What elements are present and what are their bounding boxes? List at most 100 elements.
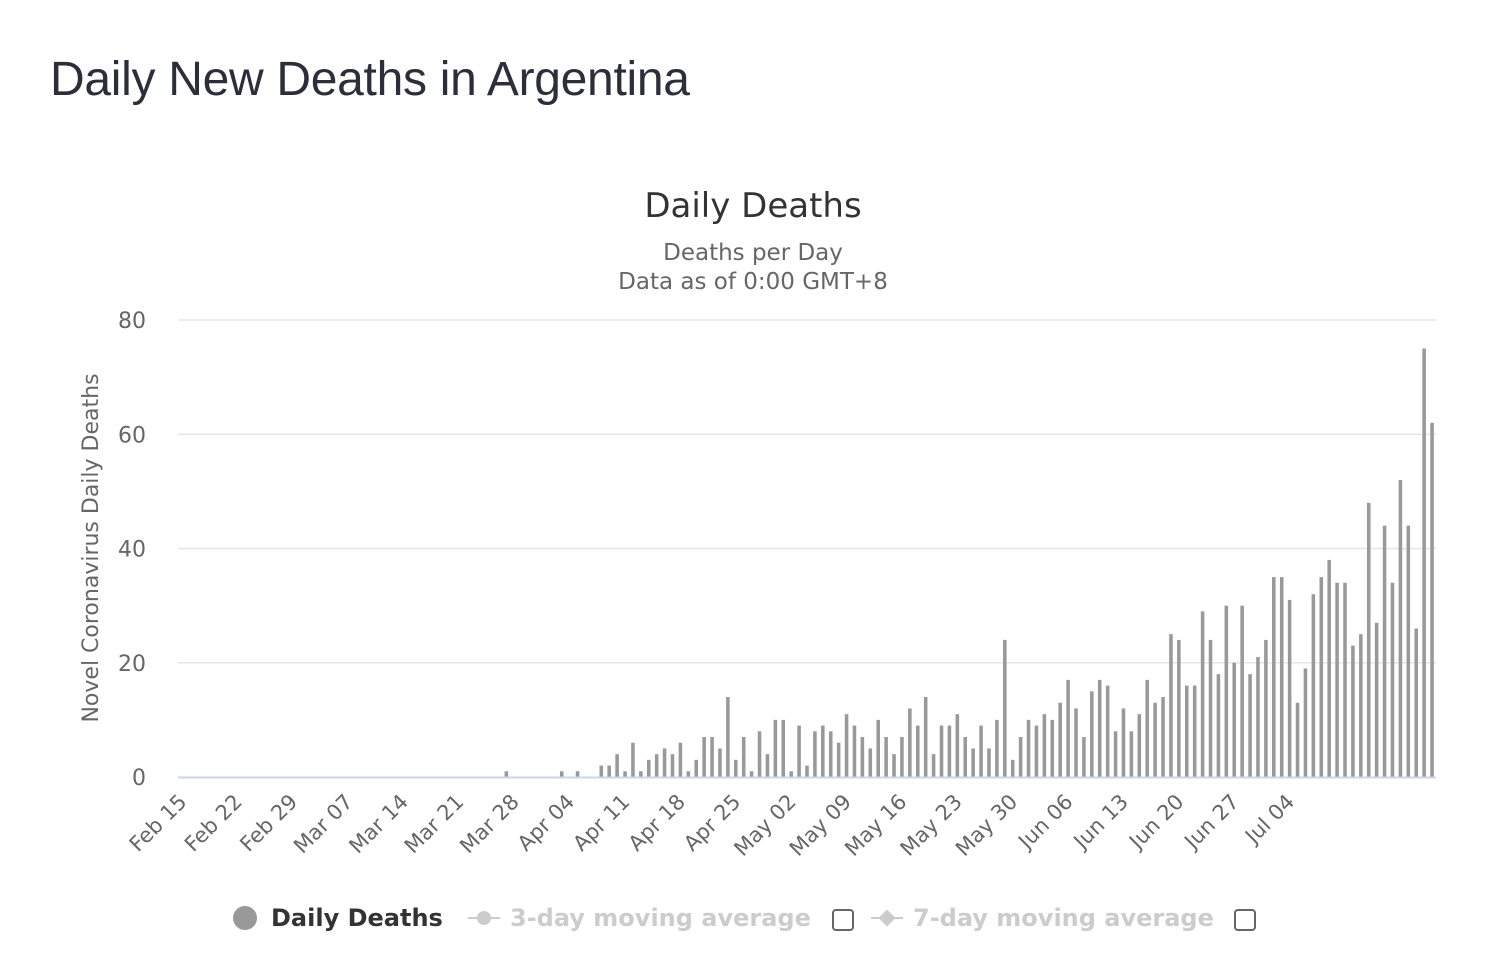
bar[interactable] <box>654 754 659 777</box>
bar[interactable] <box>1287 599 1292 777</box>
bar[interactable] <box>1224 605 1229 778</box>
bar-series-daily-deaths[interactable] <box>504 348 1434 778</box>
bar[interactable] <box>1359 634 1363 777</box>
bar[interactable] <box>1248 674 1252 777</box>
bar[interactable] <box>892 754 896 777</box>
bar[interactable] <box>1153 702 1157 777</box>
bar[interactable] <box>923 697 928 777</box>
bar[interactable] <box>876 719 880 778</box>
bar[interactable] <box>1082 737 1086 777</box>
bar[interactable] <box>741 737 746 777</box>
bar[interactable] <box>955 714 960 777</box>
bar[interactable] <box>1351 645 1355 777</box>
bar[interactable] <box>1374 622 1379 777</box>
bar[interactable] <box>710 737 714 777</box>
bar[interactable] <box>1200 611 1205 777</box>
bar[interactable] <box>599 765 604 777</box>
bar[interactable] <box>1145 679 1149 777</box>
bar[interactable] <box>749 771 754 777</box>
legend-item-7-day-average[interactable]: 7-day moving average <box>871 895 1214 941</box>
bar[interactable] <box>915 725 920 777</box>
bar[interactable] <box>1177 639 1181 777</box>
bar[interactable] <box>1430 422 1434 777</box>
bar[interactable] <box>1208 639 1213 777</box>
bar[interactable] <box>1018 737 1023 777</box>
bar[interactable] <box>1216 674 1221 777</box>
bar[interactable] <box>631 742 635 777</box>
bar[interactable] <box>939 725 944 777</box>
bar[interactable] <box>1121 708 1126 777</box>
bar[interactable] <box>1058 702 1062 777</box>
bar[interactable] <box>1050 719 1055 778</box>
bar[interactable] <box>1366 502 1371 777</box>
bar[interactable] <box>1319 577 1324 777</box>
bar[interactable] <box>1295 702 1300 777</box>
bar[interactable] <box>773 719 778 778</box>
bar[interactable] <box>1390 582 1395 777</box>
bar[interactable] <box>646 759 651 777</box>
bar[interactable] <box>963 737 968 777</box>
bar[interactable] <box>734 759 738 777</box>
bar[interactable] <box>623 771 627 777</box>
bar[interactable] <box>1406 525 1411 777</box>
bar[interactable] <box>702 737 706 777</box>
bar[interactable] <box>1192 685 1197 777</box>
bar[interactable] <box>813 731 817 777</box>
bar[interactable] <box>1090 691 1094 777</box>
bar[interactable] <box>1184 685 1189 777</box>
bar[interactable] <box>947 725 952 777</box>
bar[interactable] <box>1327 559 1331 777</box>
bar[interactable] <box>995 719 999 778</box>
bar[interactable] <box>678 742 683 777</box>
bar[interactable] <box>781 719 786 778</box>
bar[interactable] <box>1335 582 1339 777</box>
bar[interactable] <box>1129 731 1134 777</box>
bar[interactable] <box>1042 714 1047 777</box>
bar[interactable] <box>789 771 793 777</box>
bar[interactable] <box>821 725 825 777</box>
bar[interactable] <box>1003 639 1007 777</box>
bar[interactable] <box>979 725 983 777</box>
bar[interactable] <box>1105 685 1110 777</box>
bar[interactable] <box>1066 679 1070 777</box>
bar[interactable] <box>931 754 936 777</box>
bar[interactable] <box>971 748 975 777</box>
bar[interactable] <box>805 765 809 777</box>
bar[interactable] <box>844 714 849 777</box>
bar[interactable] <box>1398 479 1403 777</box>
bar[interactable] <box>765 754 770 777</box>
checkbox-7-day-average[interactable] <box>1234 909 1256 931</box>
bar[interactable] <box>1232 662 1237 777</box>
bar[interactable] <box>726 697 730 777</box>
bar[interactable] <box>987 748 991 777</box>
bar[interactable] <box>852 725 857 777</box>
bar[interactable] <box>860 737 865 777</box>
bar[interactable] <box>1010 759 1015 777</box>
bar[interactable] <box>662 748 667 777</box>
bar[interactable] <box>670 754 675 777</box>
bar[interactable] <box>900 737 904 777</box>
bar[interactable] <box>1240 605 1244 778</box>
bar[interactable] <box>757 731 762 777</box>
bar[interactable] <box>1034 725 1039 777</box>
bar[interactable] <box>1279 577 1284 777</box>
bar[interactable] <box>868 748 873 777</box>
bar[interactable] <box>836 742 841 777</box>
bar[interactable] <box>1137 714 1142 777</box>
bar[interactable] <box>1256 657 1260 777</box>
bar[interactable] <box>884 737 888 777</box>
bar[interactable] <box>1161 697 1165 777</box>
legend-item-3-day-average[interactable]: 3-day moving average <box>468 895 811 941</box>
bar[interactable] <box>1422 348 1426 777</box>
bar[interactable] <box>686 771 691 777</box>
legend-item-daily-deaths[interactable]: Daily Deaths <box>233 895 443 941</box>
bar[interactable] <box>1026 719 1031 778</box>
bar[interactable] <box>1097 679 1102 777</box>
checkbox-3-day-average[interactable] <box>832 909 854 931</box>
bar[interactable] <box>1311 594 1316 777</box>
bar[interactable] <box>615 754 619 777</box>
bar[interactable] <box>504 771 509 777</box>
bar[interactable] <box>1303 668 1308 777</box>
bar[interactable] <box>718 748 722 777</box>
bar[interactable] <box>1169 634 1173 777</box>
